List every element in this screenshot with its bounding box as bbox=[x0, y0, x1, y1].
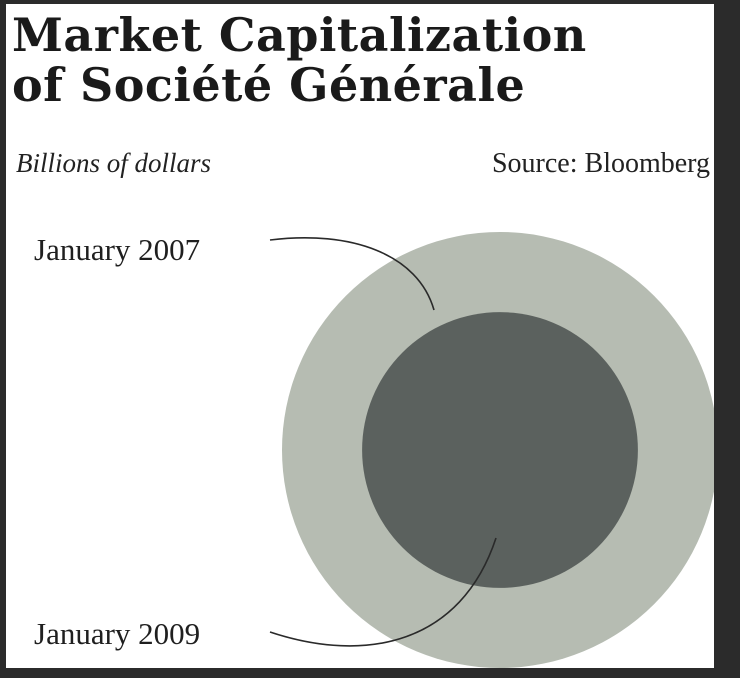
title-line-2: of Société Générale bbox=[12, 58, 526, 112]
chart-title: Market Capitalization of Société Général… bbox=[12, 10, 587, 110]
chart-panel: Market Capitalization of Société Général… bbox=[6, 4, 714, 668]
leader-line-january-2007 bbox=[269, 237, 435, 311]
chart-subtitle: Billions of dollars bbox=[16, 148, 212, 178]
bubble-chart: January 2007 January 2009 bbox=[34, 232, 714, 668]
bubble-january-2009 bbox=[362, 312, 638, 588]
label-january-2009: January 2009 bbox=[34, 616, 200, 651]
source-note: Source: Bloomberg bbox=[491, 148, 710, 179]
label-january-2007: January 2007 bbox=[34, 232, 200, 267]
leader-line-january-2009 bbox=[269, 537, 497, 647]
title-line-1: Market Capitalization bbox=[12, 8, 587, 62]
